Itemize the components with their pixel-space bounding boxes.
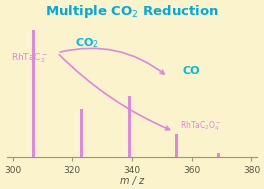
Text: RhTaC$_2$O$_4^-$: RhTaC$_2$O$_4^-$ (180, 120, 221, 133)
X-axis label: m / z: m / z (120, 176, 144, 186)
Bar (128, 96, 130, 157)
Bar (32, 30, 35, 157)
Bar (175, 134, 178, 157)
Text: CO: CO (183, 66, 200, 76)
Text: RhTaC$_2^-$: RhTaC$_2^-$ (11, 51, 48, 65)
Text: CO$_2$: CO$_2$ (75, 36, 99, 50)
Bar (80, 109, 83, 157)
Title: Multiple CO$_2$ Reduction: Multiple CO$_2$ Reduction (45, 3, 219, 20)
Bar (217, 153, 220, 157)
